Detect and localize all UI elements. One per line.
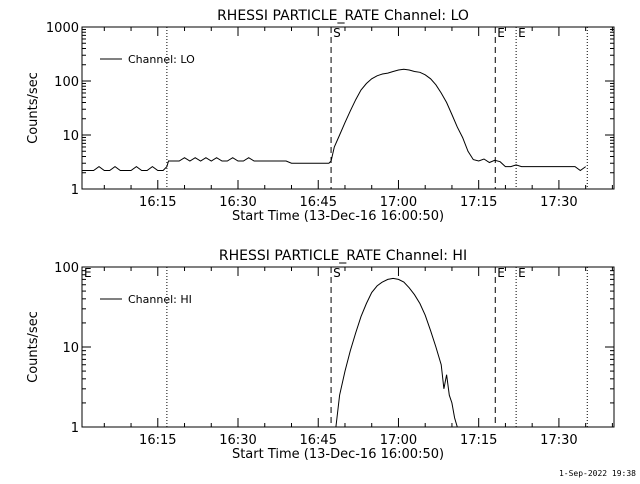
y-tick-label: 1 bbox=[71, 421, 79, 436]
y-axis-label: Counts/sec bbox=[26, 72, 41, 144]
y-tick-label: 100 bbox=[54, 75, 79, 90]
plot-frame bbox=[81, 26, 615, 190]
x-tick-label: 17:15 bbox=[460, 433, 497, 448]
x-tick-label: 17:30 bbox=[540, 195, 577, 210]
y-tick-label: 10 bbox=[62, 341, 79, 356]
x-axis-label: Start Time (13-Dec-16 16:00:50) bbox=[232, 447, 444, 462]
hi-channel-panel: RHESSI PARTICLE_RATE Channel: HI 1 10 100 Co… bbox=[26, 248, 615, 462]
x-tick-label: 17:00 bbox=[380, 195, 417, 210]
legend-label: Channel: LO bbox=[128, 53, 195, 66]
chart-title: RHESSI PARTICLE_RATE Channel: HI bbox=[219, 248, 467, 264]
y-axis-label: Counts/sec bbox=[26, 311, 41, 383]
series-line bbox=[335, 277, 458, 428]
x-tick-label: 16:15 bbox=[139, 195, 176, 210]
x-tick-label: 16:15 bbox=[139, 433, 176, 448]
marker-label: E bbox=[518, 266, 526, 280]
x-tick-label: 16:45 bbox=[300, 195, 337, 210]
x-tick-label: 16:45 bbox=[300, 433, 337, 448]
marker-label: E bbox=[518, 26, 526, 40]
x-tick-label: 16:30 bbox=[219, 433, 256, 448]
x-tick-label: 17:30 bbox=[540, 433, 577, 448]
marker-label: E bbox=[497, 26, 505, 40]
plot-frame bbox=[81, 266, 615, 428]
chart-title: RHESSI PARTICLE_RATE Channel: LO bbox=[217, 8, 469, 24]
x-tick-label: 16:30 bbox=[219, 195, 256, 210]
marker-label: S bbox=[333, 26, 341, 40]
y-tick-label: 100 bbox=[54, 261, 79, 276]
x-axis-label: Start Time (13-Dec-16 16:00:50) bbox=[232, 209, 444, 224]
x-tick-label: 17:00 bbox=[380, 433, 417, 448]
series-line bbox=[82, 68, 586, 172]
footer-timestamp: 1-Sep-2022 19:38 bbox=[558, 469, 636, 478]
y-tick-label: 1000 bbox=[46, 21, 79, 36]
corner-marker-label: E bbox=[84, 266, 92, 280]
legend-label: Channel: HI bbox=[128, 293, 192, 306]
y-tick-label: 10 bbox=[62, 129, 79, 144]
lo-channel-panel: RHESSI PARTICLE_RATE Channel: LO 1 10 100 10… bbox=[26, 8, 615, 224]
marker-label: E bbox=[497, 266, 505, 280]
y-tick-label: 1 bbox=[71, 183, 79, 198]
marker-label: S bbox=[333, 266, 341, 280]
x-tick-label: 17:15 bbox=[460, 195, 497, 210]
